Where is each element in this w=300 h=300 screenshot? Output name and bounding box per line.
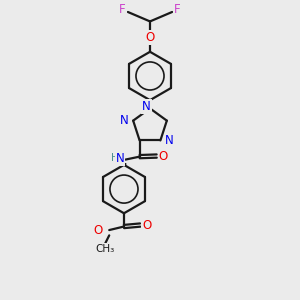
Text: N: N xyxy=(165,134,174,147)
Text: H: H xyxy=(111,153,119,163)
Text: N: N xyxy=(120,114,129,127)
Text: CH₃: CH₃ xyxy=(95,244,114,254)
Text: F: F xyxy=(119,2,126,16)
Text: O: O xyxy=(159,149,168,163)
Text: N: N xyxy=(116,152,124,165)
Text: F: F xyxy=(174,2,181,16)
Text: O: O xyxy=(146,31,154,44)
Text: O: O xyxy=(142,219,151,232)
Text: N: N xyxy=(142,100,151,113)
Text: O: O xyxy=(94,224,103,237)
